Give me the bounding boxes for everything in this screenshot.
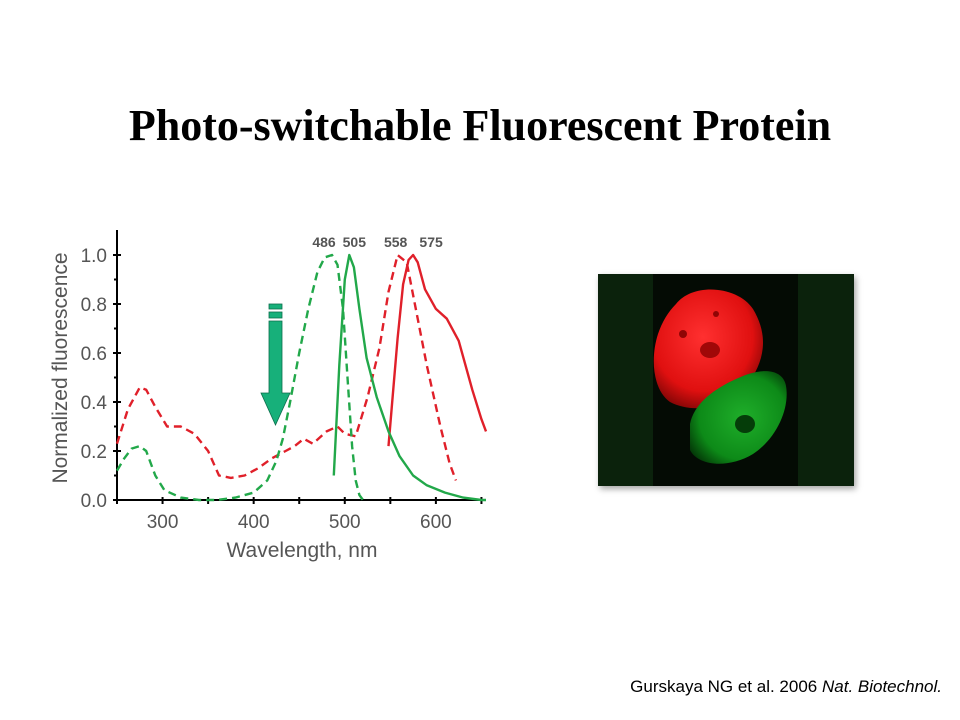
fluorescence-spectra-chart: 0.0 0.2 0.4 0.6 0.8 1.0 300 400 500 600 Wavelengt… [49,230,488,562]
peak-label: 575 [419,234,443,250]
red-cell-spot [679,330,687,338]
series-layer [115,253,488,502]
peak-label: 558 [384,234,408,250]
green-cell-nucleus [735,415,755,433]
plot-frame [116,230,486,501]
x-tick-label: 400 [238,512,270,533]
citation: Gurskaya NG et al. 2006 Nat. Biotechnol. [630,677,942,697]
red-cell-spot [713,311,719,317]
arrow-body [260,320,291,426]
citation-authors: Gurskaya NG et al. 2006 [630,677,818,696]
y-tick-label: 0.0 [81,491,107,512]
slide-title: Photo-switchable Fluorescent Protein [128,101,832,150]
peak-label: 486 [312,234,336,250]
series-line-1 [115,253,458,481]
axis-ticks [113,254,483,504]
switch-arrow [260,303,291,426]
tick-labels: 0.0 0.2 0.4 0.6 0.8 1.0 300 400 500 600 [81,246,452,533]
microscopy-image [598,274,854,486]
series-line-2 [387,253,488,447]
arrow-dash-1 [268,303,283,310]
citation-journal: Nat. Biotechnol. [821,677,942,696]
peak-labels: 486 505 558 575 [312,234,443,250]
y-tick-label: 0.2 [81,442,107,463]
x-tick-label: 500 [329,512,361,533]
series-line-3 [115,253,364,502]
y-tick-label: 0.6 [81,344,107,365]
peak-label: 505 [343,234,367,250]
arrow-dash-2 [268,311,283,319]
y-axis-label: Normalized fluorescence [49,252,72,483]
y-tick-label: 0.4 [81,393,108,414]
series-line-4 [332,253,486,502]
y-tick-label: 0.8 [81,295,107,316]
red-cell-nucleus [700,342,720,358]
x-tick-label: 300 [147,512,179,533]
x-axis-label: Wavelength, nm [227,539,378,562]
y-tick-label: 1.0 [81,246,107,267]
x-tick-label: 600 [420,512,452,533]
